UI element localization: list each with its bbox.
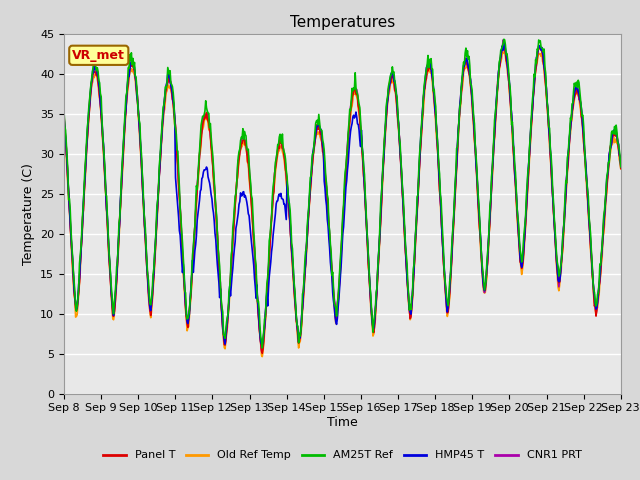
Line: Old Ref Temp: Old Ref Temp <box>64 51 621 357</box>
AM25T Ref <box>428 56 435 61</box>
Panel T <box>184 324 192 330</box>
CNR1 PRT <box>184 322 192 328</box>
Legend: Panel T, Old Ref Temp, AM25T Ref, HMP45 T, CNR1 PRT: Panel T, Old Ref Temp, AM25T Ref, HMP45 … <box>99 446 586 465</box>
AM25T Ref <box>184 315 192 321</box>
CNR1 PRT <box>411 250 419 256</box>
X-axis label: Time: Time <box>327 416 358 429</box>
AM25T Ref <box>60 108 68 113</box>
Old Ref Temp <box>60 120 68 125</box>
Line: AM25T Ref: AM25T Ref <box>64 39 621 348</box>
CNR1 PRT <box>214 231 221 237</box>
Title: Temperatures: Temperatures <box>290 15 395 30</box>
HMP45 T <box>127 59 135 64</box>
Panel T <box>70 287 78 292</box>
Line: CNR1 PRT: CNR1 PRT <box>64 40 621 351</box>
Panel T <box>617 166 625 171</box>
CNR1 PRT <box>60 114 68 120</box>
HMP45 T <box>70 286 78 292</box>
CNR1 PRT <box>617 160 625 166</box>
Old Ref Temp <box>500 48 508 54</box>
Old Ref Temp <box>184 325 192 331</box>
Panel T <box>428 64 435 70</box>
CNR1 PRT <box>127 60 135 66</box>
HMP45 T <box>259 343 266 348</box>
Text: VR_met: VR_met <box>72 49 125 62</box>
Old Ref Temp <box>70 293 78 299</box>
HMP45 T <box>428 65 435 71</box>
Old Ref Temp <box>259 354 266 360</box>
Line: HMP45 T: HMP45 T <box>64 43 621 346</box>
HMP45 T <box>617 162 625 168</box>
AM25T Ref <box>411 244 419 250</box>
Panel T <box>411 252 419 257</box>
Panel T <box>127 62 135 68</box>
HMP45 T <box>60 114 68 120</box>
HMP45 T <box>411 247 419 253</box>
AM25T Ref <box>214 230 221 236</box>
Old Ref Temp <box>428 69 435 75</box>
Old Ref Temp <box>127 66 135 72</box>
Old Ref Temp <box>411 256 419 262</box>
HMP45 T <box>184 321 192 326</box>
Panel T <box>259 350 266 356</box>
Old Ref Temp <box>617 166 625 172</box>
CNR1 PRT <box>258 348 266 354</box>
AM25T Ref <box>259 345 266 351</box>
HMP45 T <box>214 262 221 267</box>
AM25T Ref <box>127 50 135 56</box>
CNR1 PRT <box>499 37 507 43</box>
Panel T <box>60 111 68 117</box>
HMP45 T <box>500 40 508 46</box>
AM25T Ref <box>70 278 78 284</box>
CNR1 PRT <box>70 282 78 288</box>
CNR1 PRT <box>428 64 435 70</box>
Old Ref Temp <box>214 238 221 243</box>
Y-axis label: Temperature (C): Temperature (C) <box>22 163 35 264</box>
Panel T <box>214 230 221 236</box>
Line: Panel T: Panel T <box>64 47 621 353</box>
AM25T Ref <box>617 164 625 170</box>
AM25T Ref <box>500 36 508 42</box>
Panel T <box>499 44 507 50</box>
